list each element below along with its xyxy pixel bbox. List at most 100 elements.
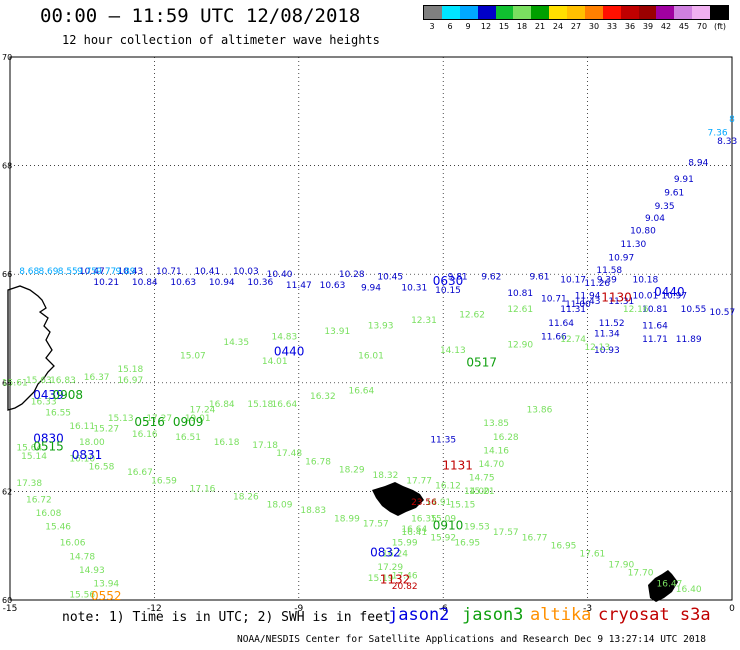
wave-height-value: 14.75 bbox=[469, 474, 495, 484]
wave-height-value: 16.37 bbox=[84, 373, 110, 383]
wave-height-value: 16.33 bbox=[31, 398, 57, 408]
pass-time-label: 0515 bbox=[33, 440, 64, 454]
wave-height-value: 15.63 bbox=[26, 376, 52, 386]
wave-height-value: 16.55 bbox=[45, 408, 71, 418]
wave-height-value: 11.66 bbox=[541, 332, 567, 342]
pass-time-label: 0832 bbox=[370, 546, 401, 560]
wave-height-value: 15.18 bbox=[247, 400, 273, 410]
y-tick-label: 70 bbox=[2, 53, 12, 62]
pass-time-label: 1132 bbox=[380, 573, 411, 587]
color-scale-swatch bbox=[531, 6, 550, 19]
x-tick-label: -15 bbox=[3, 604, 18, 614]
wave-height-value: 16.08 bbox=[36, 509, 62, 519]
faroe-islands bbox=[372, 482, 424, 516]
wave-height-value: 12.74 bbox=[560, 335, 586, 345]
wave-height-value: 17.57 bbox=[363, 520, 389, 530]
wave-height-value: 16.77 bbox=[522, 533, 548, 543]
wave-height-value: 9.94 bbox=[361, 283, 381, 293]
wave-height-value: 16.35 bbox=[411, 514, 437, 524]
wave-height-value: 11.58 bbox=[596, 266, 622, 276]
wave-height-value: 11.30 bbox=[620, 240, 646, 250]
wave-height-value: 16.01 bbox=[358, 351, 384, 361]
wave-height-value: 16.10 bbox=[69, 455, 95, 465]
color-scale-swatch bbox=[584, 6, 603, 19]
wave-height-value: 17.77 bbox=[406, 476, 432, 486]
wave-height-value: 10.01 bbox=[632, 292, 658, 302]
wave-height-value: 17.90 bbox=[608, 560, 634, 570]
wave-height-value: 9.75 bbox=[77, 267, 97, 277]
wave-height-value: 15.92 bbox=[430, 533, 456, 543]
wave-height-value: 17.57 bbox=[493, 528, 519, 538]
color-scale-label: 24 bbox=[552, 22, 564, 31]
wave-height-value: 8.94 bbox=[688, 159, 708, 169]
pass-time-label: 1130 bbox=[601, 290, 632, 304]
wave-height-value: 9.04 bbox=[645, 214, 665, 224]
wave-height-value: 10.43 bbox=[117, 267, 143, 277]
wave-height-value: 17.70 bbox=[628, 569, 654, 579]
wave-height-value: 11.94 bbox=[575, 292, 601, 302]
wave-height-value: 10.97 bbox=[661, 292, 687, 302]
wave-height-value: 12.16 bbox=[623, 305, 649, 315]
wave-height-value: 16.40 bbox=[676, 585, 702, 595]
color-scale-swatch bbox=[692, 6, 710, 19]
wave-height-value: 17.27 bbox=[146, 414, 172, 424]
color-scale-label: 21 bbox=[534, 22, 546, 31]
wave-height-value: 16.97 bbox=[117, 376, 143, 386]
wave-height-value: 16.67 bbox=[127, 468, 153, 478]
color-scale-label: 36 bbox=[624, 22, 636, 31]
satellite-name: jason2 bbox=[388, 605, 450, 625]
wave-height-value: 8.68 bbox=[19, 267, 39, 277]
wave-height-value: 9.35 bbox=[655, 202, 675, 212]
y-tick-label: 66 bbox=[2, 270, 12, 279]
wave-height-value: 15.13 bbox=[108, 414, 134, 424]
wave-height-value: 11.26 bbox=[584, 279, 610, 289]
wave-height-value: 16.58 bbox=[89, 463, 115, 473]
wave-height-value: 16.32 bbox=[310, 392, 336, 402]
wave-height-value: 10.36 bbox=[247, 278, 273, 288]
wave-height-value: 18.00 bbox=[79, 438, 105, 448]
wave-height-value: 16.95 bbox=[454, 539, 480, 549]
color-scale-swatch bbox=[567, 6, 585, 19]
wave-height-value: 13.94 bbox=[93, 579, 119, 589]
wave-height-value: 14.93 bbox=[79, 566, 105, 576]
pass-time-label: 0630 bbox=[433, 274, 464, 288]
wave-height-value: 18.32 bbox=[373, 471, 399, 481]
wave-height-value: 12.61 bbox=[507, 305, 533, 315]
color-scale-swatch bbox=[495, 6, 514, 19]
wave-height-value: 15.61 bbox=[2, 379, 28, 389]
wave-height-value: 8.55 bbox=[58, 267, 78, 277]
color-scale-swatch bbox=[656, 6, 675, 19]
wave-height-value: 15.09 bbox=[430, 514, 456, 524]
x-tick-label: -9 bbox=[294, 604, 303, 614]
wave-height-value: 15.21 bbox=[469, 487, 495, 497]
color-scale-label: 12 bbox=[480, 22, 492, 31]
wave-height-value: 16.24 bbox=[382, 550, 408, 560]
wave-height-value: 9.77 bbox=[96, 267, 116, 277]
color-scale-label: 42 bbox=[660, 22, 672, 31]
wave-height-value: 9.91 bbox=[674, 175, 694, 185]
pass-time-label: 0439 bbox=[33, 388, 64, 402]
wave-height-value: 15.46 bbox=[45, 522, 71, 532]
wave-height-value: 17.61 bbox=[580, 550, 606, 560]
color-scale-swatch bbox=[441, 6, 460, 19]
pass-time-label: 0908 bbox=[52, 388, 83, 402]
wave-height-value: 10.40 bbox=[267, 270, 293, 280]
wave-height-value: 12.62 bbox=[459, 311, 485, 321]
color-scale-label: 33 bbox=[606, 22, 618, 31]
chart-title: 00:00 – 11:59 UTC 12/08/2018 bbox=[40, 5, 361, 27]
y-tick-label: 64 bbox=[2, 379, 12, 388]
wave-height-value: 10.94 bbox=[209, 278, 235, 288]
x-tick-label: 0 bbox=[729, 604, 735, 614]
wave-height-value: 16.72 bbox=[26, 495, 52, 505]
wave-height-value: 11.31 bbox=[608, 297, 634, 307]
wave-height-value: 10.93 bbox=[594, 346, 620, 356]
wave-height-value: 11.43 bbox=[575, 297, 601, 307]
color-scale-swatch bbox=[674, 6, 693, 19]
y-tick-label: 62 bbox=[2, 487, 12, 496]
wave-height-value: 11.47 bbox=[286, 281, 312, 291]
wave-height-value: 16.12 bbox=[435, 482, 461, 492]
wave-height-value: 10.28 bbox=[339, 270, 365, 280]
wave-height-value: 14.35 bbox=[223, 338, 249, 348]
